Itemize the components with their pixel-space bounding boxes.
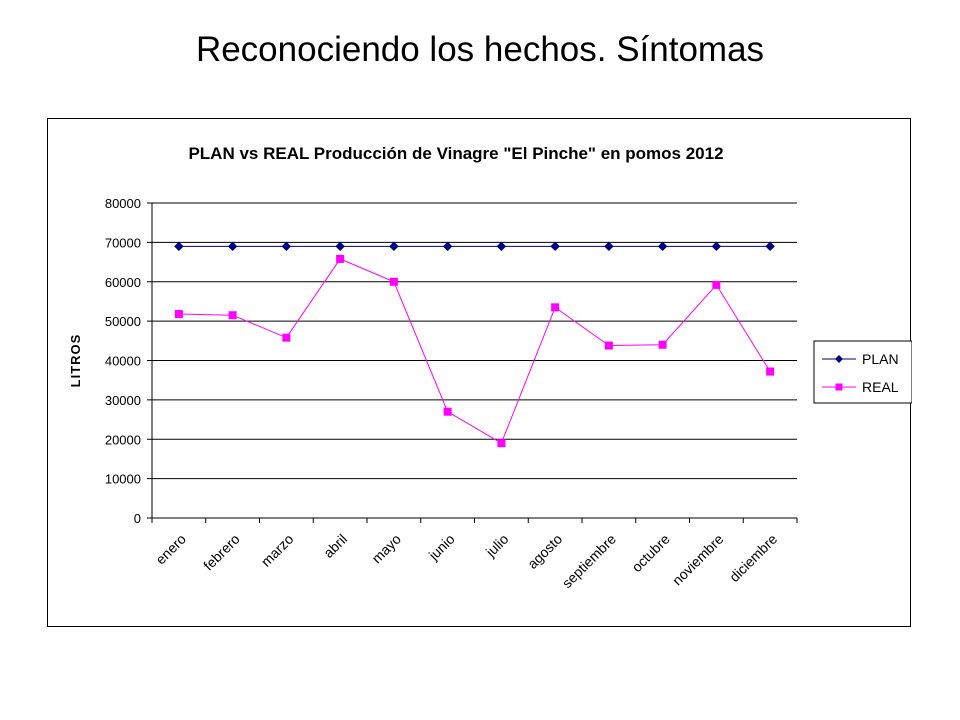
data-point-real [174, 310, 183, 319]
x-tick-label: septiembre [559, 531, 619, 591]
x-tick-label: diciembre [726, 531, 780, 585]
y-tick-label: 80000 [105, 196, 141, 211]
x-tick-label: abril [320, 531, 350, 561]
data-point-real [389, 277, 398, 286]
data-point-real [766, 367, 775, 376]
x-tick-label: marzo [258, 531, 297, 570]
slide-title: Reconociendo los hechos. Síntomas [195, 30, 765, 69]
data-point-real [604, 341, 613, 350]
data-point-real [497, 439, 506, 448]
x-tick-label: junio [425, 531, 458, 564]
data-point-real [336, 254, 345, 263]
data-point-plan [174, 241, 184, 252]
data-point-plan [281, 241, 292, 252]
chart-title: PLAN vs REAL Producción de Vinagre "El P… [188, 144, 723, 163]
line-chart: PLAN vs REAL Producción de Vinagre "El P… [68, 144, 912, 591]
x-tick-label: noviembre [669, 531, 727, 589]
y-tick-label: 60000 [105, 275, 141, 290]
y-tick-label: 30000 [105, 393, 141, 408]
data-point-real [712, 280, 721, 289]
data-point-plan [442, 241, 453, 252]
legend-box [813, 340, 912, 404]
legend-marker-plan [835, 355, 843, 363]
data-point-plan [335, 241, 345, 252]
x-tick-label: octubre [628, 531, 672, 575]
legend-label-plan: PLAN [862, 351, 899, 367]
data-point-real [658, 340, 667, 349]
y-tick-label: 50000 [105, 314, 141, 329]
y-tick-label: 70000 [105, 235, 141, 250]
data-point-real [282, 333, 291, 342]
data-point-plan [711, 241, 722, 252]
data-point-plan [604, 241, 614, 252]
data-point-plan [550, 241, 560, 252]
y-axis-label: LITROS [68, 334, 83, 388]
x-tick-label: febrero [200, 531, 243, 574]
data-point-plan [765, 241, 775, 252]
x-tick-label: agosto [524, 531, 565, 572]
x-tick-label: julio [482, 531, 512, 561]
data-point-plan [389, 241, 399, 252]
data-point-plan [496, 241, 507, 252]
y-tick-label: 0 [134, 511, 141, 526]
data-point-real [228, 311, 237, 320]
chart-area: PLAN vs REAL Producción de Vinagre "El P… [47, 118, 912, 627]
data-point-plan [657, 241, 668, 252]
series-line-real [178, 258, 771, 444]
y-tick-label: 40000 [105, 354, 141, 369]
y-tick-label: 10000 [105, 472, 141, 487]
data-point-real [443, 407, 452, 416]
x-tick-label: mayo [368, 531, 404, 567]
x-tick-label: enero [152, 531, 189, 568]
legend-label-real: REAL [862, 379, 899, 395]
y-tick-label: 20000 [105, 432, 141, 447]
data-point-plan [227, 241, 238, 252]
data-point-real [551, 303, 560, 312]
legend-marker-real [835, 383, 843, 391]
